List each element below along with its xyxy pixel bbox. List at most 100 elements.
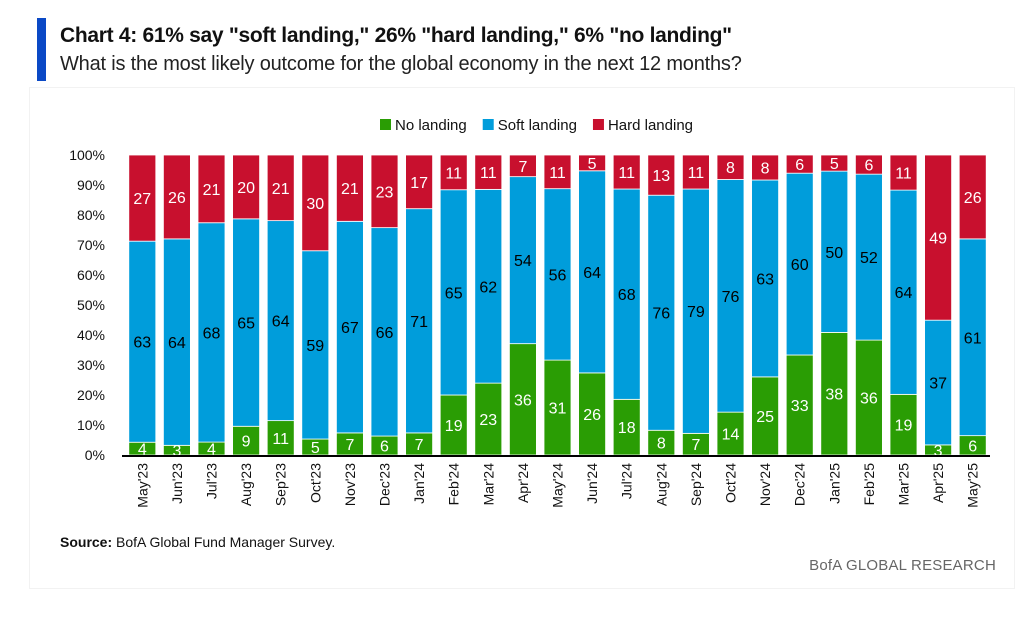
x-tick-label: Dec'23 bbox=[377, 463, 393, 506]
data-label: 64 bbox=[583, 265, 601, 282]
x-tick-label: Aug'24 bbox=[653, 463, 669, 506]
data-label: 26 bbox=[964, 190, 982, 207]
data-label: 7 bbox=[518, 159, 527, 176]
bar-segment bbox=[751, 376, 779, 456]
brand-footer: BofA GLOBAL RESEARCH bbox=[809, 557, 996, 574]
data-label: 19 bbox=[895, 418, 913, 435]
bar-segment bbox=[336, 220, 364, 434]
bar-segment bbox=[612, 188, 641, 400]
data-label: 67 bbox=[341, 320, 359, 337]
source-text: BofA Global Fund Manager Survey. bbox=[112, 534, 336, 550]
bar-segment bbox=[716, 154, 745, 180]
x-tick-label: Oct'24 bbox=[723, 463, 739, 503]
data-label: 8 bbox=[761, 161, 770, 178]
data-label: 14 bbox=[722, 427, 740, 444]
data-label: 11 bbox=[618, 165, 635, 182]
data-label: 79 bbox=[687, 304, 705, 321]
bar-segment bbox=[405, 208, 433, 434]
bar-segment bbox=[405, 154, 433, 210]
data-label: 61 bbox=[964, 330, 982, 347]
legend-label: Hard landing bbox=[608, 117, 693, 134]
data-label: 5 bbox=[830, 156, 839, 173]
x-tick-label: Jul'24 bbox=[619, 463, 635, 499]
x-tick-label: Apr'25 bbox=[930, 463, 946, 503]
x-tick-label: Oct'23 bbox=[307, 463, 323, 503]
x-tick-label: May'24 bbox=[550, 463, 566, 508]
data-label: 8 bbox=[657, 436, 666, 453]
data-label: 49 bbox=[929, 231, 947, 248]
data-label: 4 bbox=[207, 442, 216, 459]
bar-segment bbox=[266, 220, 295, 422]
bar-segment bbox=[785, 172, 814, 356]
bar-segment bbox=[509, 154, 537, 178]
data-label: 6 bbox=[864, 158, 873, 175]
legend-swatch bbox=[482, 119, 494, 130]
data-label: 68 bbox=[618, 287, 636, 304]
bar-segment bbox=[474, 382, 503, 456]
data-label: 21 bbox=[272, 181, 290, 198]
data-label: 9 bbox=[242, 434, 251, 451]
data-label: 30 bbox=[306, 196, 324, 213]
legend-swatch bbox=[380, 119, 391, 130]
data-label: 8 bbox=[726, 160, 735, 177]
data-label: 54 bbox=[514, 253, 532, 270]
x-tick-label: Jul'23 bbox=[204, 463, 220, 499]
title-accent-bar bbox=[37, 18, 46, 81]
bar-segment bbox=[889, 393, 918, 456]
data-label: 11 bbox=[688, 165, 705, 182]
bar-segment bbox=[578, 154, 606, 172]
data-label: 64 bbox=[895, 285, 913, 302]
x-tick-label: May'25 bbox=[965, 463, 981, 508]
x-tick-label: Mar'25 bbox=[896, 463, 912, 506]
bar-segment bbox=[163, 154, 191, 240]
data-label: 19 bbox=[445, 418, 463, 435]
x-tick-label: Nov'23 bbox=[342, 463, 358, 506]
x-tick-label: Dec'24 bbox=[792, 463, 808, 506]
data-label: 59 bbox=[306, 338, 324, 355]
data-label: 11 bbox=[480, 165, 497, 182]
data-label: 6 bbox=[968, 438, 977, 455]
data-label: 21 bbox=[203, 182, 221, 199]
bar-segment bbox=[924, 319, 952, 446]
y-tick-label: 70% bbox=[77, 237, 105, 253]
bar-segment bbox=[370, 154, 399, 229]
data-label: 21 bbox=[341, 181, 359, 198]
data-label: 17 bbox=[410, 175, 428, 192]
data-label: 56 bbox=[549, 267, 567, 284]
bar-segment bbox=[336, 154, 364, 222]
bar-segment bbox=[924, 154, 952, 321]
bar-segment bbox=[266, 154, 295, 222]
data-label: 36 bbox=[514, 392, 532, 409]
data-label: 38 bbox=[825, 387, 843, 404]
data-label: 26 bbox=[168, 190, 186, 207]
data-label: 25 bbox=[756, 409, 774, 426]
y-tick-label: 100% bbox=[69, 147, 105, 163]
source-note: Source: BofA Global Fund Manager Survey. bbox=[60, 534, 335, 550]
y-tick-label: 10% bbox=[77, 417, 105, 433]
data-label: 66 bbox=[376, 325, 394, 342]
bar-segment bbox=[474, 154, 503, 190]
bar-segment bbox=[439, 189, 468, 396]
data-label: 31 bbox=[549, 401, 567, 418]
bar-segment bbox=[820, 154, 849, 172]
data-label: 18 bbox=[618, 420, 636, 437]
data-label: 68 bbox=[203, 325, 221, 342]
data-label: 3 bbox=[172, 443, 181, 460]
x-tick-label: Apr'24 bbox=[515, 463, 531, 503]
legend-label: No landing bbox=[395, 117, 467, 134]
bar-segment bbox=[612, 154, 641, 190]
bar-segment bbox=[232, 218, 260, 427]
bar-segment bbox=[889, 189, 918, 395]
data-label: 23 bbox=[376, 184, 394, 201]
bar-segment bbox=[301, 154, 330, 252]
data-label: 76 bbox=[652, 306, 670, 323]
bar-segment bbox=[266, 420, 295, 456]
bar-segment bbox=[855, 154, 883, 175]
source-label: Source: bbox=[60, 534, 113, 550]
data-label: 36 bbox=[860, 391, 878, 408]
bar-segment bbox=[751, 179, 779, 378]
data-label: 63 bbox=[756, 271, 774, 288]
bar-segment bbox=[682, 188, 710, 434]
data-label: 20 bbox=[237, 180, 255, 197]
y-tick-label: 40% bbox=[77, 327, 105, 343]
